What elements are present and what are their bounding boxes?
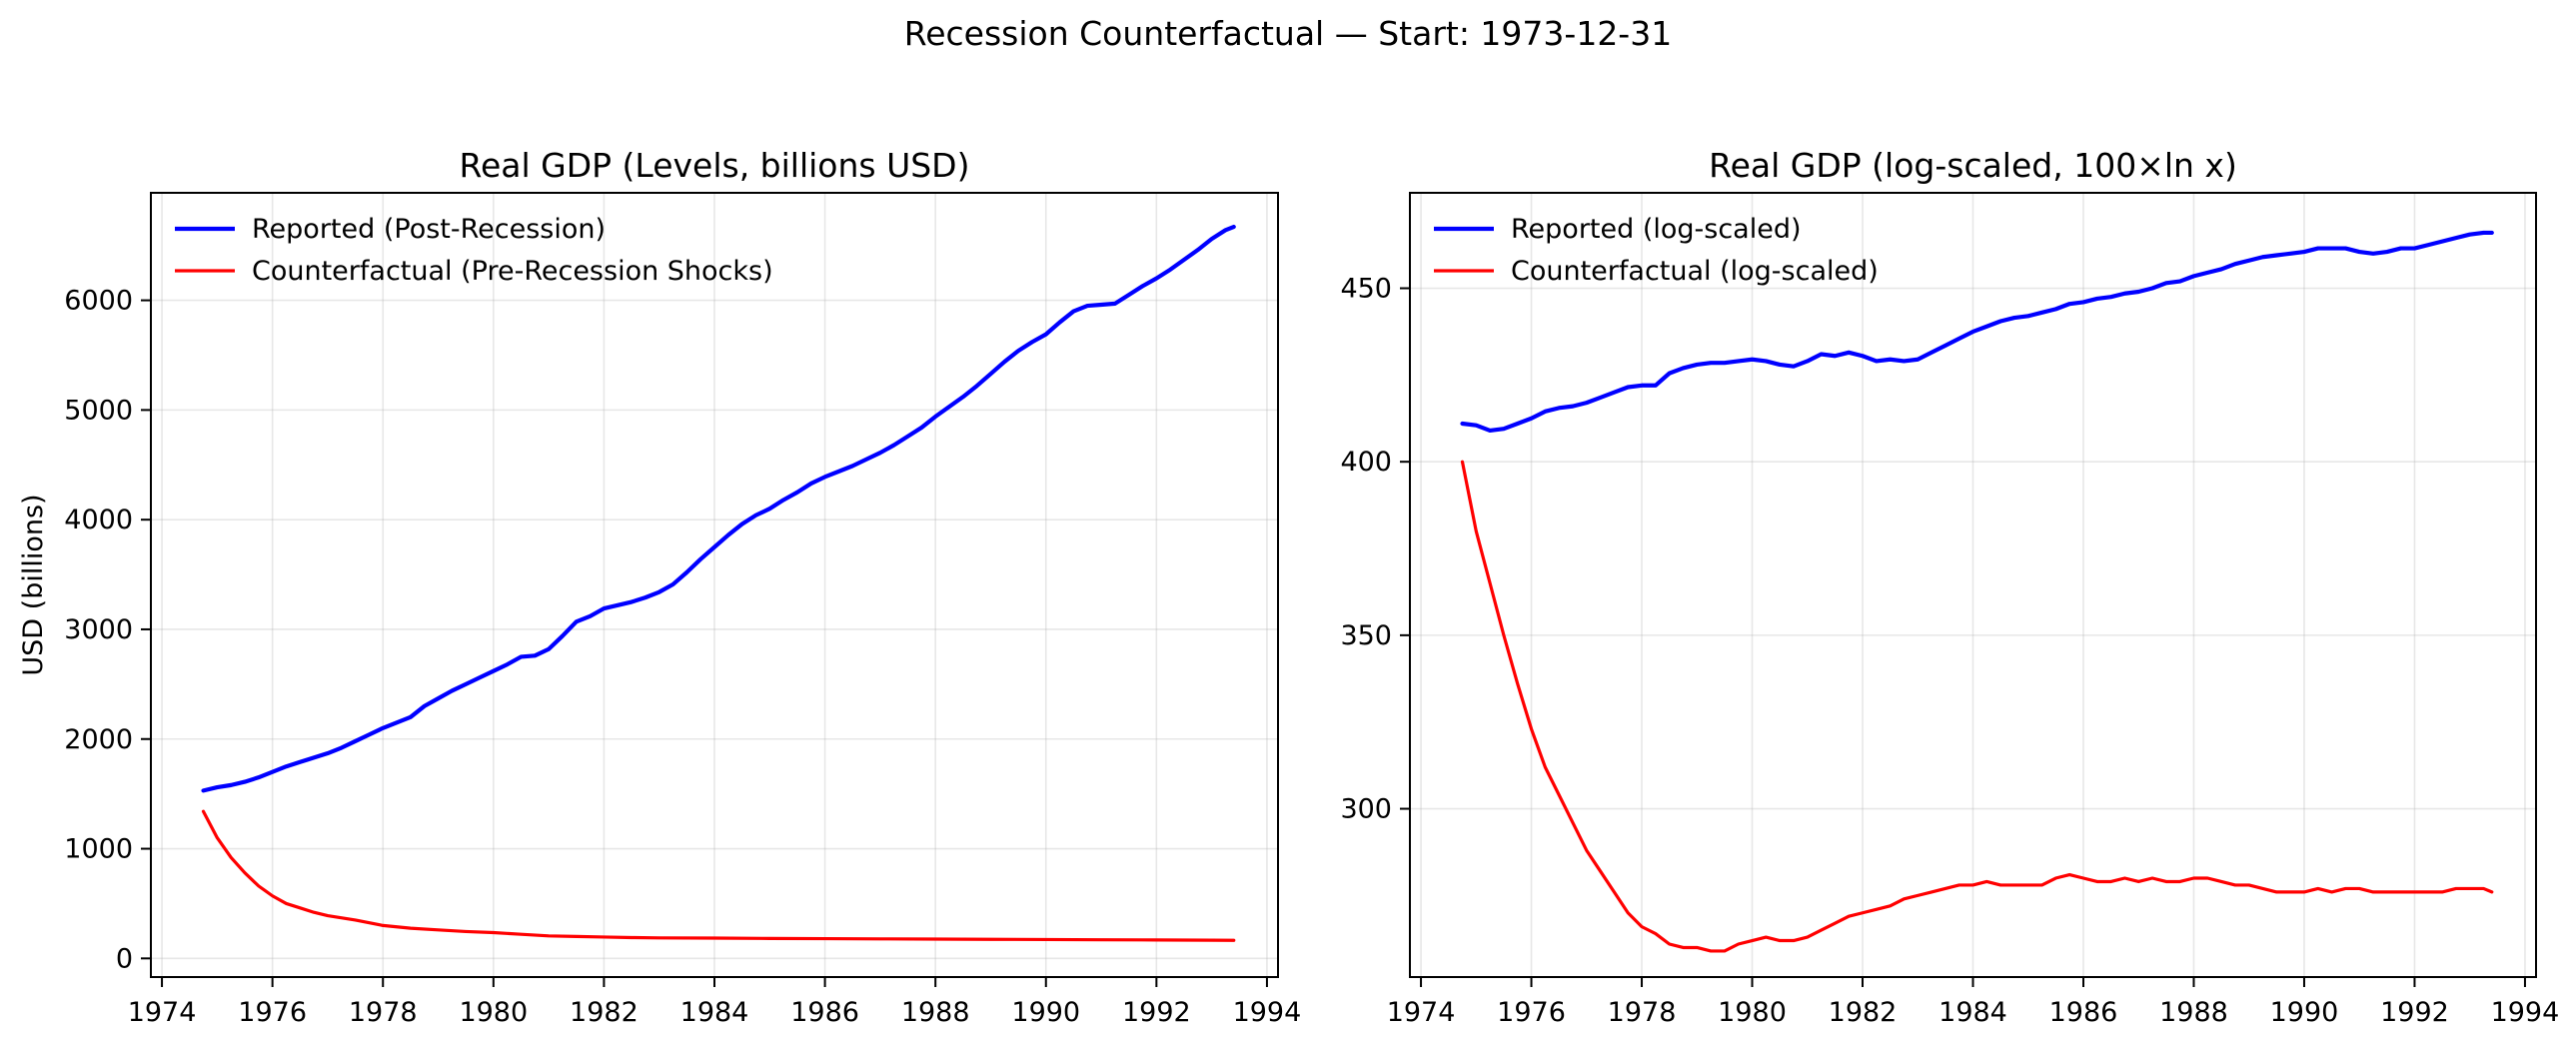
- x-tick-label: 1992: [2380, 997, 2449, 1028]
- panel-title: Real GDP (Levels, billions USD): [460, 146, 970, 185]
- y-tick-label: 5000: [64, 395, 133, 426]
- y-tick-label: 450: [1340, 274, 1392, 305]
- panel-title: Real GDP (log-scaled, 100×ln x): [1709, 146, 2237, 185]
- y-tick-label: 1000: [64, 834, 133, 865]
- grid: [1410, 193, 2536, 977]
- x-tick-label: 1978: [349, 997, 418, 1028]
- grid: [151, 193, 1278, 977]
- series-line-2: [201, 809, 1236, 942]
- x-tick-label: 1982: [570, 997, 639, 1028]
- panel-2: 1974 1976 1978 1980 1982 1984 1986 1988 1990 1992…: [1340, 146, 2559, 1028]
- legend-label: Counterfactual (Pre-Recession Shocks): [252, 256, 773, 287]
- figure-suptitle: Recession Counterfactual — Start: 1973-1…: [904, 14, 1672, 53]
- x-tick-label: 1984: [680, 997, 749, 1028]
- y-tick-label: 2000: [64, 724, 133, 755]
- legend-label: Reported (log-scaled): [1511, 214, 1802, 245]
- series-group: [1460, 230, 2494, 953]
- x-tick-label: 1984: [1938, 997, 2007, 1028]
- x-tick-label: 1976: [1497, 997, 1566, 1028]
- series-line-2: [1460, 460, 2494, 953]
- x-tick-label: 1982: [1829, 997, 1898, 1028]
- y-tick-label: 4000: [64, 505, 133, 535]
- y-tick-label: 400: [1340, 447, 1392, 478]
- x-tick-label: 1986: [2049, 997, 2118, 1028]
- y-tick-label: 6000: [64, 286, 133, 317]
- y-axis-label: USD (billions): [18, 494, 49, 675]
- series-line-1: [201, 224, 1236, 793]
- x-tick-label: 1990: [2270, 997, 2339, 1028]
- x-tick-label: 1992: [1122, 997, 1191, 1028]
- y-tick-label: 3000: [64, 614, 133, 645]
- x-tick-label: 1980: [459, 997, 528, 1028]
- legend-label: Counterfactual (log-scaled): [1511, 256, 1879, 287]
- x-tick-label: 1978: [1608, 997, 1677, 1028]
- y-tick-label: 0: [116, 943, 133, 974]
- x-tick-label: 1986: [790, 997, 859, 1028]
- legend-label: Reported (Post-Recession): [252, 214, 606, 245]
- x-tick-label: 1994: [1233, 997, 1302, 1028]
- panels: 1974 1976 1978 1980 1982 1984 1986 1988 1990 1992…: [18, 146, 2559, 1028]
- y-tick-label: 350: [1340, 620, 1392, 651]
- series-line-1: [1460, 230, 2494, 434]
- x-tick-label: 1974: [128, 997, 197, 1028]
- legend: Reported (log-scaled) Counterfactual (log…: [1434, 214, 1879, 287]
- panel-1: 1974 1976 1978 1980 1982 1984 1986 1988 1990 1992…: [18, 146, 1301, 1028]
- x-tick-label: 1976: [238, 997, 307, 1028]
- x-tick-label: 1988: [901, 997, 970, 1028]
- x-tick-label: 1980: [1718, 997, 1787, 1028]
- y-tick-label: 300: [1340, 794, 1392, 825]
- x-tick-label: 1990: [1011, 997, 1080, 1028]
- legend: Reported (Post-Recession) Counterfactual …: [175, 214, 773, 287]
- x-tick-label: 1974: [1387, 997, 1456, 1028]
- series-group: [201, 224, 1236, 942]
- x-tick-label: 1994: [2491, 997, 2560, 1028]
- x-tick-label: 1988: [2159, 997, 2228, 1028]
